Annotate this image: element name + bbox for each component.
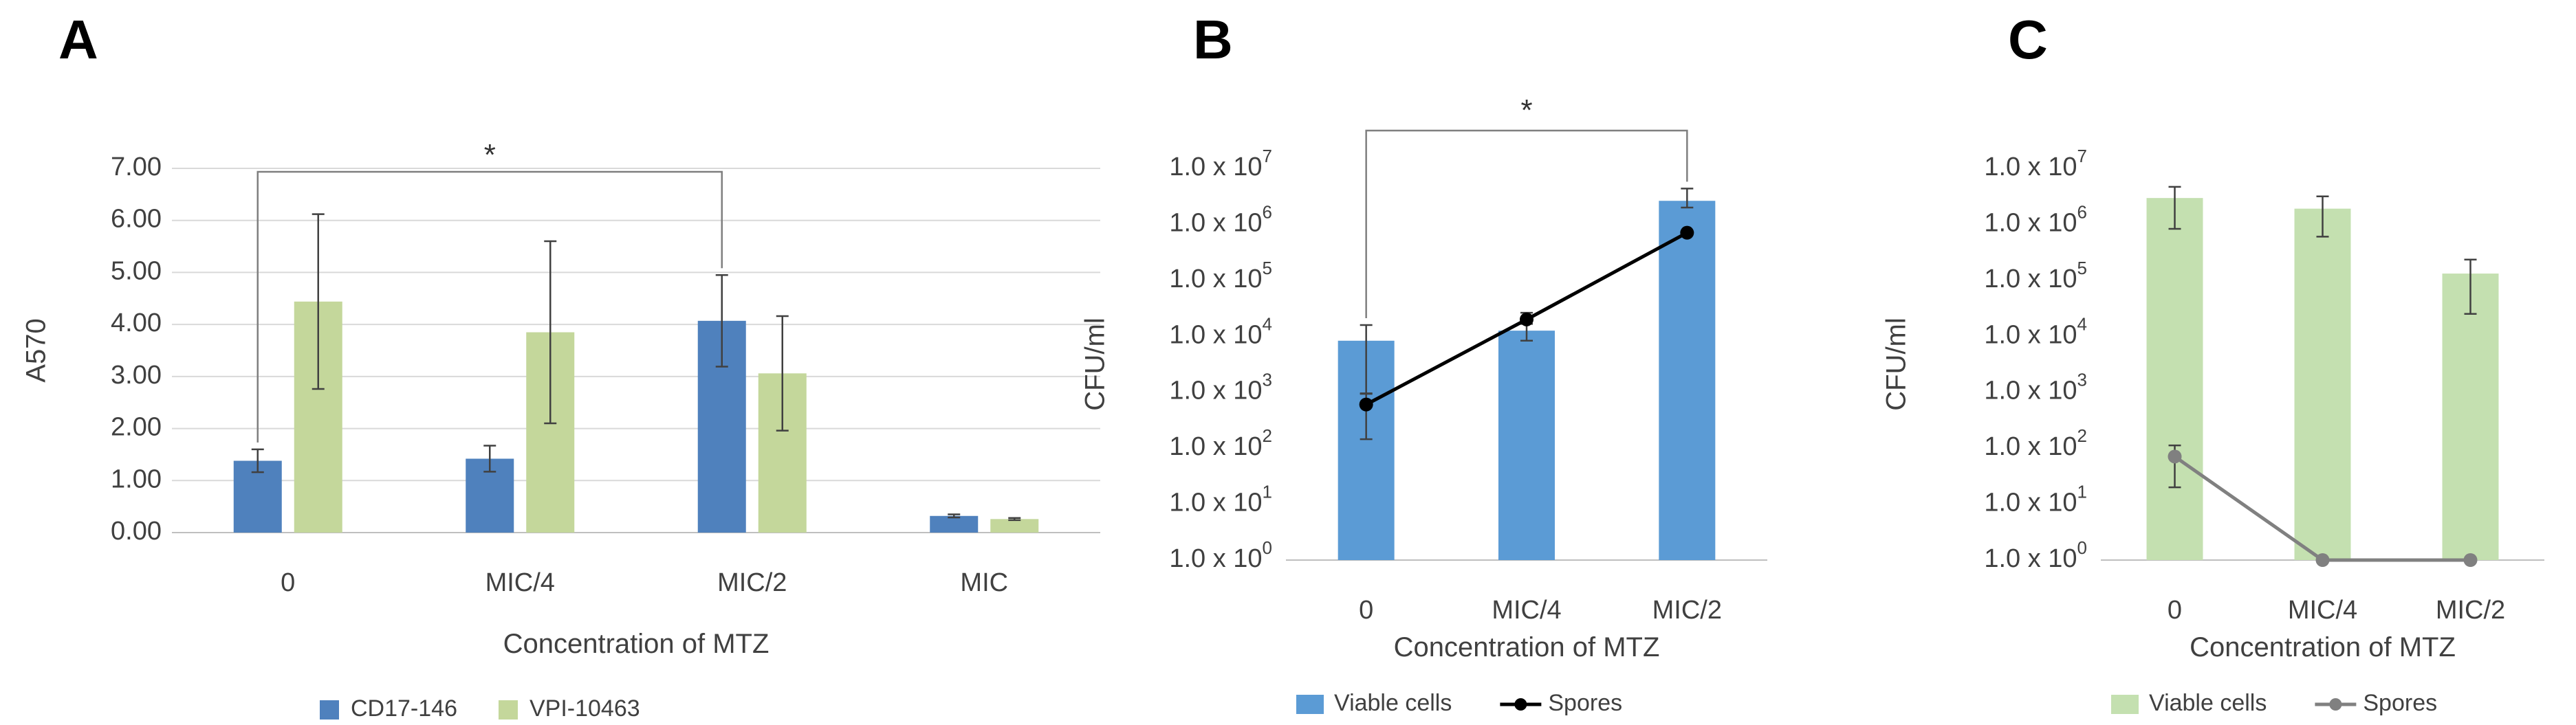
y-tick-label: 1.0 x 106 <box>1169 201 1272 237</box>
y-tick-label: 1.0 x 101 <box>1169 481 1272 517</box>
legend-marker <box>2329 698 2342 711</box>
legend-label: Spores <box>1548 690 1622 716</box>
y-axis-title: A570 <box>21 318 52 382</box>
spores-point <box>2463 553 2478 567</box>
y-tick-label: 1.00 <box>111 465 162 493</box>
spores-point <box>1520 312 1533 326</box>
y-tick-label: 7.00 <box>111 153 162 181</box>
y-tick-label: 1.0 x 100 <box>1984 537 2087 573</box>
y-tick-label: 1.0 x 105 <box>1984 258 2087 293</box>
bar-viable-cells <box>1659 201 1716 560</box>
y-tick-label: 3.00 <box>111 361 162 390</box>
legend-swatch <box>320 700 339 720</box>
y-axis-title: CFU/ml <box>1881 317 1912 411</box>
y-tick-label: 1.0 x 102 <box>1169 425 1272 461</box>
x-axis-title: Concentration of MTZ <box>2190 632 2456 662</box>
x-tick-label: MIC/2 <box>1652 596 1722 625</box>
significance-bracket <box>1365 129 1688 318</box>
y-tick-label: 1.0 x 102 <box>1984 425 2087 461</box>
spores-point <box>1359 397 1373 412</box>
y-tick-label: 1.0 x 101 <box>1984 481 2087 517</box>
y-tick-label: 1.0 x 103 <box>1984 370 2087 405</box>
x-tick-label: MIC <box>960 568 1008 597</box>
legend-label: Viable cells <box>1334 690 1452 716</box>
bar-viable-cells <box>2294 208 2351 560</box>
x-tick-label: MIC/4 <box>2288 596 2357 625</box>
y-tick-label: 1.0 x 107 <box>1169 146 1272 181</box>
legend-label: Spores <box>2363 690 2437 716</box>
legend-swatch <box>2111 695 2139 714</box>
x-tick-label: MIC/2 <box>2436 596 2505 625</box>
bar-viable-cells <box>2442 274 2499 560</box>
y-axis-title: CFU/ml <box>1080 317 1111 411</box>
y-tick-label: 1.0 x 106 <box>1984 201 2087 237</box>
x-tick-label: MIC/2 <box>717 568 787 597</box>
y-tick-label: 1.0 x 107 <box>1984 146 2087 181</box>
panel-letter-a: A <box>58 9 98 70</box>
x-tick-label: 0 <box>1359 596 1373 625</box>
panel-c-chart: C 1.0 x 100 1.0 x 101 1.0 x 102 1.0 x 103 1.0… <box>1881 9 2544 716</box>
y-tick-label: 6.00 <box>111 205 162 234</box>
significance-star: * <box>1520 93 1532 127</box>
significance-star: * <box>484 138 496 172</box>
legend-label: CD17-146 <box>351 695 457 722</box>
y-tick-label: 5.00 <box>111 256 162 285</box>
bar-viable-cells <box>1498 331 1555 560</box>
spores-point <box>2168 449 2182 464</box>
y-tick-label: 1.0 x 104 <box>1984 313 2087 349</box>
panel-a-chart: A 0.00 1.00 2.00 3.00 4.00 5.00 6.00 7.00 0 MIC/4 M… <box>21 9 1100 722</box>
y-tick-label: 0.00 <box>111 517 162 546</box>
y-tick-label: 1.0 x 100 <box>1169 537 1272 573</box>
legend-swatch <box>1296 695 1324 714</box>
legend-label: Viable cells <box>2149 690 2267 716</box>
x-axis-title: Concentration of MTZ <box>503 629 769 659</box>
significance-bracket <box>256 170 723 443</box>
y-tick-label: 1.0 x 103 <box>1169 370 1272 405</box>
y-tick-label: 4.00 <box>111 309 162 337</box>
bar-cd17-146 <box>930 515 979 533</box>
x-axis-title: Concentration of MTZ <box>1394 632 1660 662</box>
panel-letter-b: B <box>1193 9 1233 70</box>
panel-letter-c: C <box>2008 9 2048 70</box>
y-tick-label: 1.0 x 104 <box>1169 313 1272 349</box>
x-tick-label: 0 <box>281 568 295 597</box>
spores-point <box>2315 553 2330 567</box>
legend-label: VPI-10463 <box>530 695 640 722</box>
legend-swatch <box>498 700 518 720</box>
spores-point <box>1680 225 1694 240</box>
y-tick-label: 1.0 x 105 <box>1169 258 1272 293</box>
x-tick-label: MIC/4 <box>1492 596 1561 625</box>
panel-b-chart: B 1.0 x 100 1.0 x 101 1.0 x 102 1.0 x 103 1.0… <box>1080 9 1767 716</box>
bar-viable-cells <box>2146 198 2203 561</box>
y-tick-label: 2.00 <box>111 413 162 442</box>
bar-vpi-10463 <box>990 519 1039 533</box>
x-tick-label: MIC/4 <box>485 568 555 597</box>
legend-marker <box>1514 698 1527 711</box>
x-tick-label: 0 <box>2168 596 2182 625</box>
